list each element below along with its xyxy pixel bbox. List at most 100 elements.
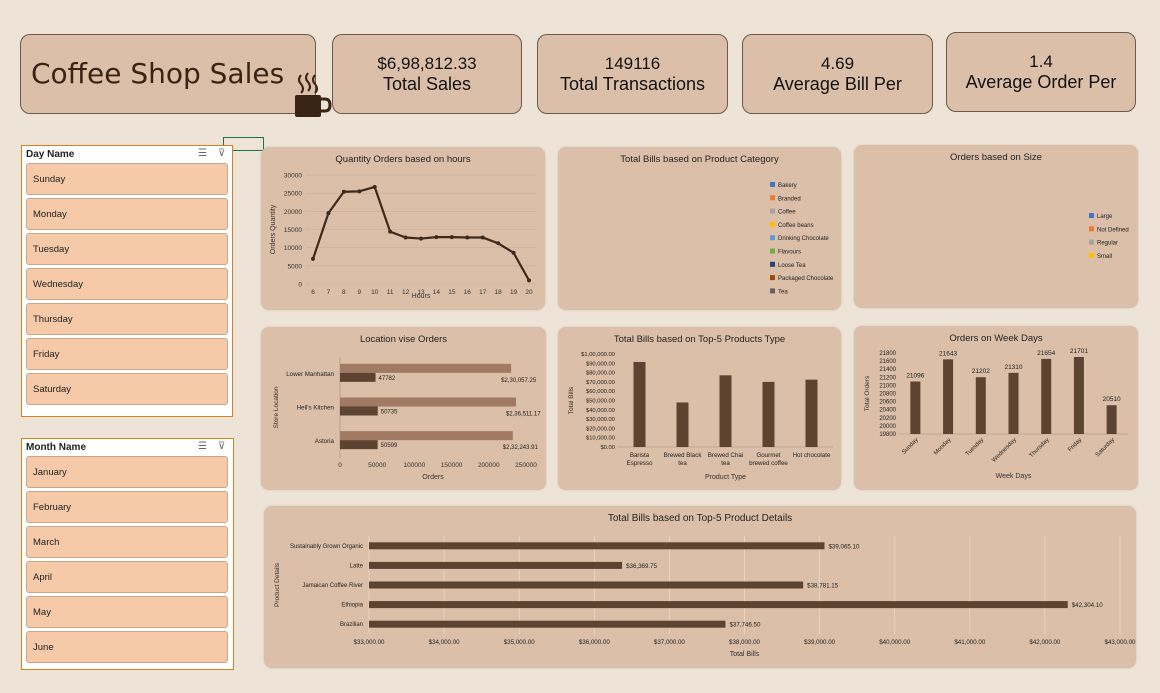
y-tick-label: 20000: [879, 424, 896, 430]
data-label: $39,065.10: [828, 543, 860, 550]
slicer-item-january[interactable]: January: [26, 456, 228, 488]
y-tick-label: 30000: [284, 173, 302, 180]
slicer-item-monday[interactable]: Monday: [26, 198, 228, 230]
x-tick-label: $34,000.00: [429, 639, 461, 646]
slicer-item-february[interactable]: February: [26, 491, 228, 523]
slicer-item-friday[interactable]: Friday: [26, 338, 228, 370]
day-name-slicer[interactable]: Day Name ☰ ⊽ Sunday Monday Tuesday Wednesda…: [21, 145, 233, 417]
y-tick-label: Jamaican Coffee River: [302, 583, 363, 589]
x-tick-label: Hot chocolate: [793, 452, 831, 459]
data-point: [465, 235, 470, 240]
x-tick-label: 150000: [441, 462, 463, 469]
x-tick-label: $35,000.00: [504, 639, 536, 646]
dashboard-title: Coffee Shop Sales: [31, 57, 285, 90]
chart-top5details: $33,000.00 $34,000.00 $35,000.00 $36,000.00…: [274, 536, 1136, 658]
data-label: 21701: [1070, 348, 1088, 355]
bar: [340, 440, 378, 450]
y-tick-label: 0: [298, 282, 302, 289]
x-tick-label: 19: [510, 289, 518, 296]
slicer-item-march[interactable]: March: [26, 526, 228, 558]
multi-select-icon[interactable]: ☰: [198, 148, 207, 159]
x-tick-label: 100000: [404, 462, 426, 469]
x-tick-label: 200000: [478, 462, 500, 469]
y-tick-label: $0.00: [600, 445, 615, 451]
y-tick-label: 21600: [879, 359, 896, 365]
kpi-label: Average Bill Per: [773, 73, 902, 94]
x-tick-label: 7: [327, 289, 331, 296]
bar: [340, 372, 376, 382]
slicer-item-sunday[interactable]: Sunday: [26, 163, 228, 195]
x-tick-label: 9: [357, 289, 361, 296]
clear-filter-icon[interactable]: ⊽: [218, 148, 226, 159]
legend-swatch: [770, 248, 775, 254]
data-label: 21202: [972, 368, 990, 375]
data-point: [357, 189, 362, 194]
series-line: [311, 185, 530, 281]
y-axis-label: Orders Quantity: [270, 204, 277, 254]
x-axis-label: Week Days: [996, 473, 1032, 480]
data-point: [311, 256, 315, 261]
y-tick-label: $20,000.00: [586, 426, 615, 432]
x-tick-label: 8: [342, 289, 346, 296]
multi-select-icon[interactable]: ☰: [198, 441, 207, 452]
slicer-item-may[interactable]: May: [26, 596, 228, 628]
legend-label: Regular: [1097, 241, 1118, 247]
legend-swatch: [1089, 252, 1094, 258]
bar: [805, 379, 818, 447]
y-tick-label: 20600: [879, 400, 896, 406]
bar: [1106, 405, 1117, 434]
slicer-item-thursday[interactable]: Thursday: [26, 303, 228, 335]
selected-cell[interactable]: [223, 137, 264, 151]
chart-title: Orders based on Size: [950, 152, 1042, 163]
data-point: [419, 236, 423, 241]
slicer-item-tuesday[interactable]: Tuesday: [26, 233, 228, 265]
clear-filter-icon[interactable]: ⊽: [218, 441, 226, 452]
data-point: [496, 241, 501, 246]
slicer-item-april[interactable]: April: [26, 561, 228, 593]
slicer-title: Month Name: [26, 442, 86, 453]
bar: [975, 377, 986, 434]
y-tick-label: $30,000.00: [586, 417, 615, 423]
data-label: 21096: [906, 373, 924, 380]
y-tick-label: Ethiopia: [341, 603, 363, 609]
x-tick-label: 16: [464, 289, 472, 296]
slicer-item-wednesday[interactable]: Wednesday: [26, 268, 228, 300]
bar: [1041, 358, 1052, 434]
legend-label: Drinking Chocolate: [778, 236, 829, 242]
bar: [676, 402, 689, 447]
month-name-slicer[interactable]: Month Name ☰ ⊽ January February March April…: [21, 438, 234, 670]
legend-swatch: [770, 182, 775, 187]
data-label: 21310: [1004, 364, 1022, 371]
legend-label: Loose Tea: [778, 263, 806, 269]
y-tick-label: 20800: [879, 392, 896, 398]
x-tick-label: Sunday: [901, 437, 920, 456]
x-tick-label: Gourmet: [756, 452, 780, 459]
data-point: [326, 211, 331, 216]
slicer-item-saturday[interactable]: Saturday: [26, 373, 228, 405]
y-axis-label: Total Orders: [864, 375, 871, 411]
y-tick-label: $50,000.00: [586, 399, 615, 405]
chart-title: Orders on Week Days: [949, 333, 1043, 344]
data-point: [511, 250, 516, 255]
slicer-title: Day Name: [26, 149, 75, 160]
y-axis-label: Total Bills: [568, 386, 575, 414]
data-point: [341, 189, 346, 194]
bar: [719, 375, 732, 447]
legend-swatch: [770, 195, 775, 201]
chart-category-panel: Total Bills based on Product Category 12…: [558, 147, 841, 310]
y-tick-label: $90,000.00: [586, 361, 615, 367]
data-point: [434, 235, 439, 240]
chart-top5details-panel: Total Bills based on Top-5 Product Detai…: [264, 506, 1136, 668]
chart-weekdays: 19800 20000 20200 20400 20600 20800 21000 21200…: [864, 348, 1128, 480]
y-tick-label: 21000: [879, 383, 896, 389]
x-tick-label: Barista: [630, 452, 650, 459]
slicer-item-june[interactable]: June: [26, 631, 228, 663]
y-tick-label: 21200: [879, 375, 896, 381]
chart-hours-panel: Quantity Orders based on hours 0 5000 1000…: [261, 147, 545, 310]
y-tick-label: $1,00,000.00: [581, 352, 615, 358]
legend-swatch: [770, 208, 775, 214]
x-tick-label: $39,000.00: [804, 639, 836, 646]
legend-label: Coffee beans: [778, 223, 814, 229]
x-tick-label: $42,000.00: [1029, 639, 1061, 646]
y-tick-label: Lower Manhattan: [286, 371, 334, 378]
